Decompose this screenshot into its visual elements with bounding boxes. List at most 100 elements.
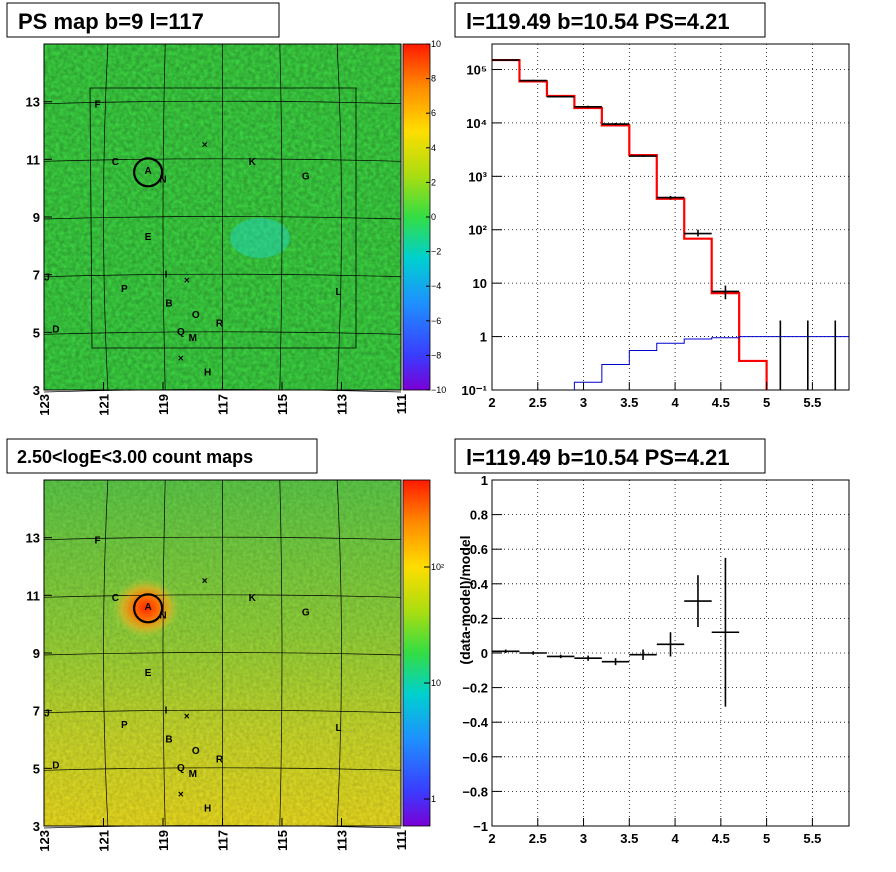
source-label-K: K bbox=[249, 593, 257, 604]
y-tick-label: 11 bbox=[26, 152, 40, 167]
spectrum-y-ticks: 10⁵ 10⁴ 10³ 10² 10 1 10⁻¹ bbox=[461, 62, 502, 398]
colorbar-tick-label: 8 bbox=[431, 74, 436, 84]
x-tick-label: 2.5 bbox=[529, 395, 547, 410]
source-label-Q: Q bbox=[177, 327, 185, 338]
source-label-F: F bbox=[94, 535, 100, 546]
source-label-H: H bbox=[204, 804, 211, 815]
x-tick-label: 2.5 bbox=[529, 831, 547, 846]
y-tick-label: 9 bbox=[33, 646, 40, 661]
x-tick-label: 2 bbox=[488, 395, 495, 410]
y-tick-label: 0.4 bbox=[470, 577, 489, 592]
x-tick-label: 4.5 bbox=[712, 395, 730, 410]
y-tick-label: 5 bbox=[33, 761, 40, 776]
y-tick-label: 13 bbox=[26, 531, 40, 546]
residual-x-ticks: 2 2.5 3 3.5 4 4.5 5 5.5 bbox=[488, 818, 821, 846]
source-label-B: B bbox=[165, 734, 172, 745]
source-label-D: D bbox=[52, 324, 59, 335]
parallel-line bbox=[43, 652, 402, 656]
ps-map-title: PS map b=9 l=117 bbox=[18, 9, 204, 34]
colorbar-tick-label: −8 bbox=[431, 350, 441, 360]
y-tick-label: −0.2 bbox=[462, 681, 488, 696]
y-tick-label: 9 bbox=[33, 210, 40, 225]
source-label-L: L bbox=[335, 287, 341, 298]
count-map-title-box bbox=[6, 438, 318, 474]
x-tick-label: 113 bbox=[335, 394, 350, 415]
x-tick-label: 111 bbox=[394, 830, 409, 850]
x-tick-label: 5 bbox=[763, 831, 770, 846]
x-tick-label: 4 bbox=[671, 831, 679, 846]
y-tick-label: 0.8 bbox=[470, 508, 488, 523]
x-tick-label: 5.5 bbox=[803, 395, 821, 410]
x-tick-label: 123 bbox=[37, 830, 52, 852]
colorbar-tick-label: −6 bbox=[431, 316, 441, 326]
y-tick-label: 1 bbox=[481, 473, 488, 488]
source-a-circle bbox=[133, 593, 164, 624]
source-label-J: J bbox=[44, 708, 50, 719]
ps-map-y-ticks: 13 11 9 7 5 3 bbox=[26, 95, 52, 398]
parallel-line bbox=[43, 767, 402, 771]
x-tick-label: 115 bbox=[275, 394, 290, 415]
spectrum-title: l=119.49 b=10.54 PS=4.21 bbox=[466, 9, 730, 34]
source-label-M: M bbox=[189, 333, 197, 344]
source-label-I: I bbox=[165, 706, 168, 717]
x-tick-label: 3 bbox=[580, 395, 587, 410]
y-tick-label: 10⁴ bbox=[466, 116, 487, 131]
cross-marker: × bbox=[184, 711, 190, 722]
cross-marker: × bbox=[178, 789, 184, 800]
meridian-line bbox=[103, 43, 109, 391]
source-label-G: G bbox=[302, 608, 310, 619]
x-tick-label: 5.5 bbox=[803, 831, 821, 846]
x-tick-label: 123 bbox=[37, 394, 52, 416]
x-tick-label: 3 bbox=[580, 831, 587, 846]
residual-y-ticks: 1 0.8 0.6 0.4 0.2 0 −0.2 −0.4 −0.6 −0.8 −1 bbox=[462, 473, 502, 834]
source-label-L: L bbox=[335, 723, 341, 734]
ps-map-coordinate-grid bbox=[43, 43, 402, 393]
x-tick-label: 3.5 bbox=[620, 831, 638, 846]
x-tick-label: 111 bbox=[394, 394, 409, 414]
y-tick-label: 5 bbox=[33, 325, 40, 340]
y-tick-label: 3 bbox=[33, 383, 40, 398]
x-tick-label: 115 bbox=[275, 830, 290, 851]
residual-title-box bbox=[454, 438, 766, 474]
source-label-J: J bbox=[44, 272, 50, 283]
y-tick-label: −0.8 bbox=[462, 784, 488, 799]
source-label-N: N bbox=[159, 610, 166, 621]
y-tick-label: 3 bbox=[33, 819, 40, 834]
spectrum-grid bbox=[492, 44, 849, 390]
source-label-O: O bbox=[192, 746, 200, 757]
source-label-M: M bbox=[189, 769, 197, 780]
x-tick-label: 121 bbox=[97, 394, 112, 416]
source-label-H: H bbox=[204, 368, 211, 379]
residual-grid bbox=[492, 480, 849, 826]
colorbar-tick-label: 0 bbox=[431, 212, 436, 222]
ps-map-cyan-patch bbox=[230, 218, 290, 258]
residual-points bbox=[492, 557, 740, 707]
source-label-R: R bbox=[216, 755, 224, 766]
y-tick-label: −1 bbox=[473, 819, 488, 834]
source-label-C: C bbox=[112, 593, 119, 604]
source-label-D: D bbox=[52, 760, 59, 771]
ps-map-colorbar-ticks: 10 8 6 4 2 0 −2 −4 −6 −8 −10 bbox=[426, 39, 446, 395]
source-label-N: N bbox=[159, 174, 166, 185]
ps-map-sources: A C N F K G E J I P B L O R D QM H × × × bbox=[44, 99, 341, 378]
parallel-line bbox=[43, 709, 402, 714]
colorbar-tick-label: 1 bbox=[431, 794, 436, 804]
count-map-title: 2.50<logE<3.00 count maps bbox=[17, 447, 253, 467]
y-tick-label: 7 bbox=[33, 704, 40, 719]
x-tick-label: 5 bbox=[763, 395, 770, 410]
background-histogram bbox=[573, 336, 849, 390]
source-label-O: O bbox=[192, 310, 200, 321]
cross-marker: × bbox=[184, 275, 190, 286]
y-tick-label: −0.6 bbox=[462, 750, 488, 765]
ps-map-x-ticks: 123 121 119 117 115 113 111 bbox=[37, 382, 409, 416]
x-tick-label: 4.5 bbox=[712, 831, 730, 846]
cross-marker: × bbox=[202, 140, 208, 151]
y-tick-label: 11 bbox=[26, 588, 40, 603]
source-label-E: E bbox=[145, 668, 152, 679]
source-label-B: B bbox=[165, 298, 172, 309]
source-label-K: K bbox=[249, 157, 257, 168]
x-tick-label: 113 bbox=[335, 830, 350, 851]
